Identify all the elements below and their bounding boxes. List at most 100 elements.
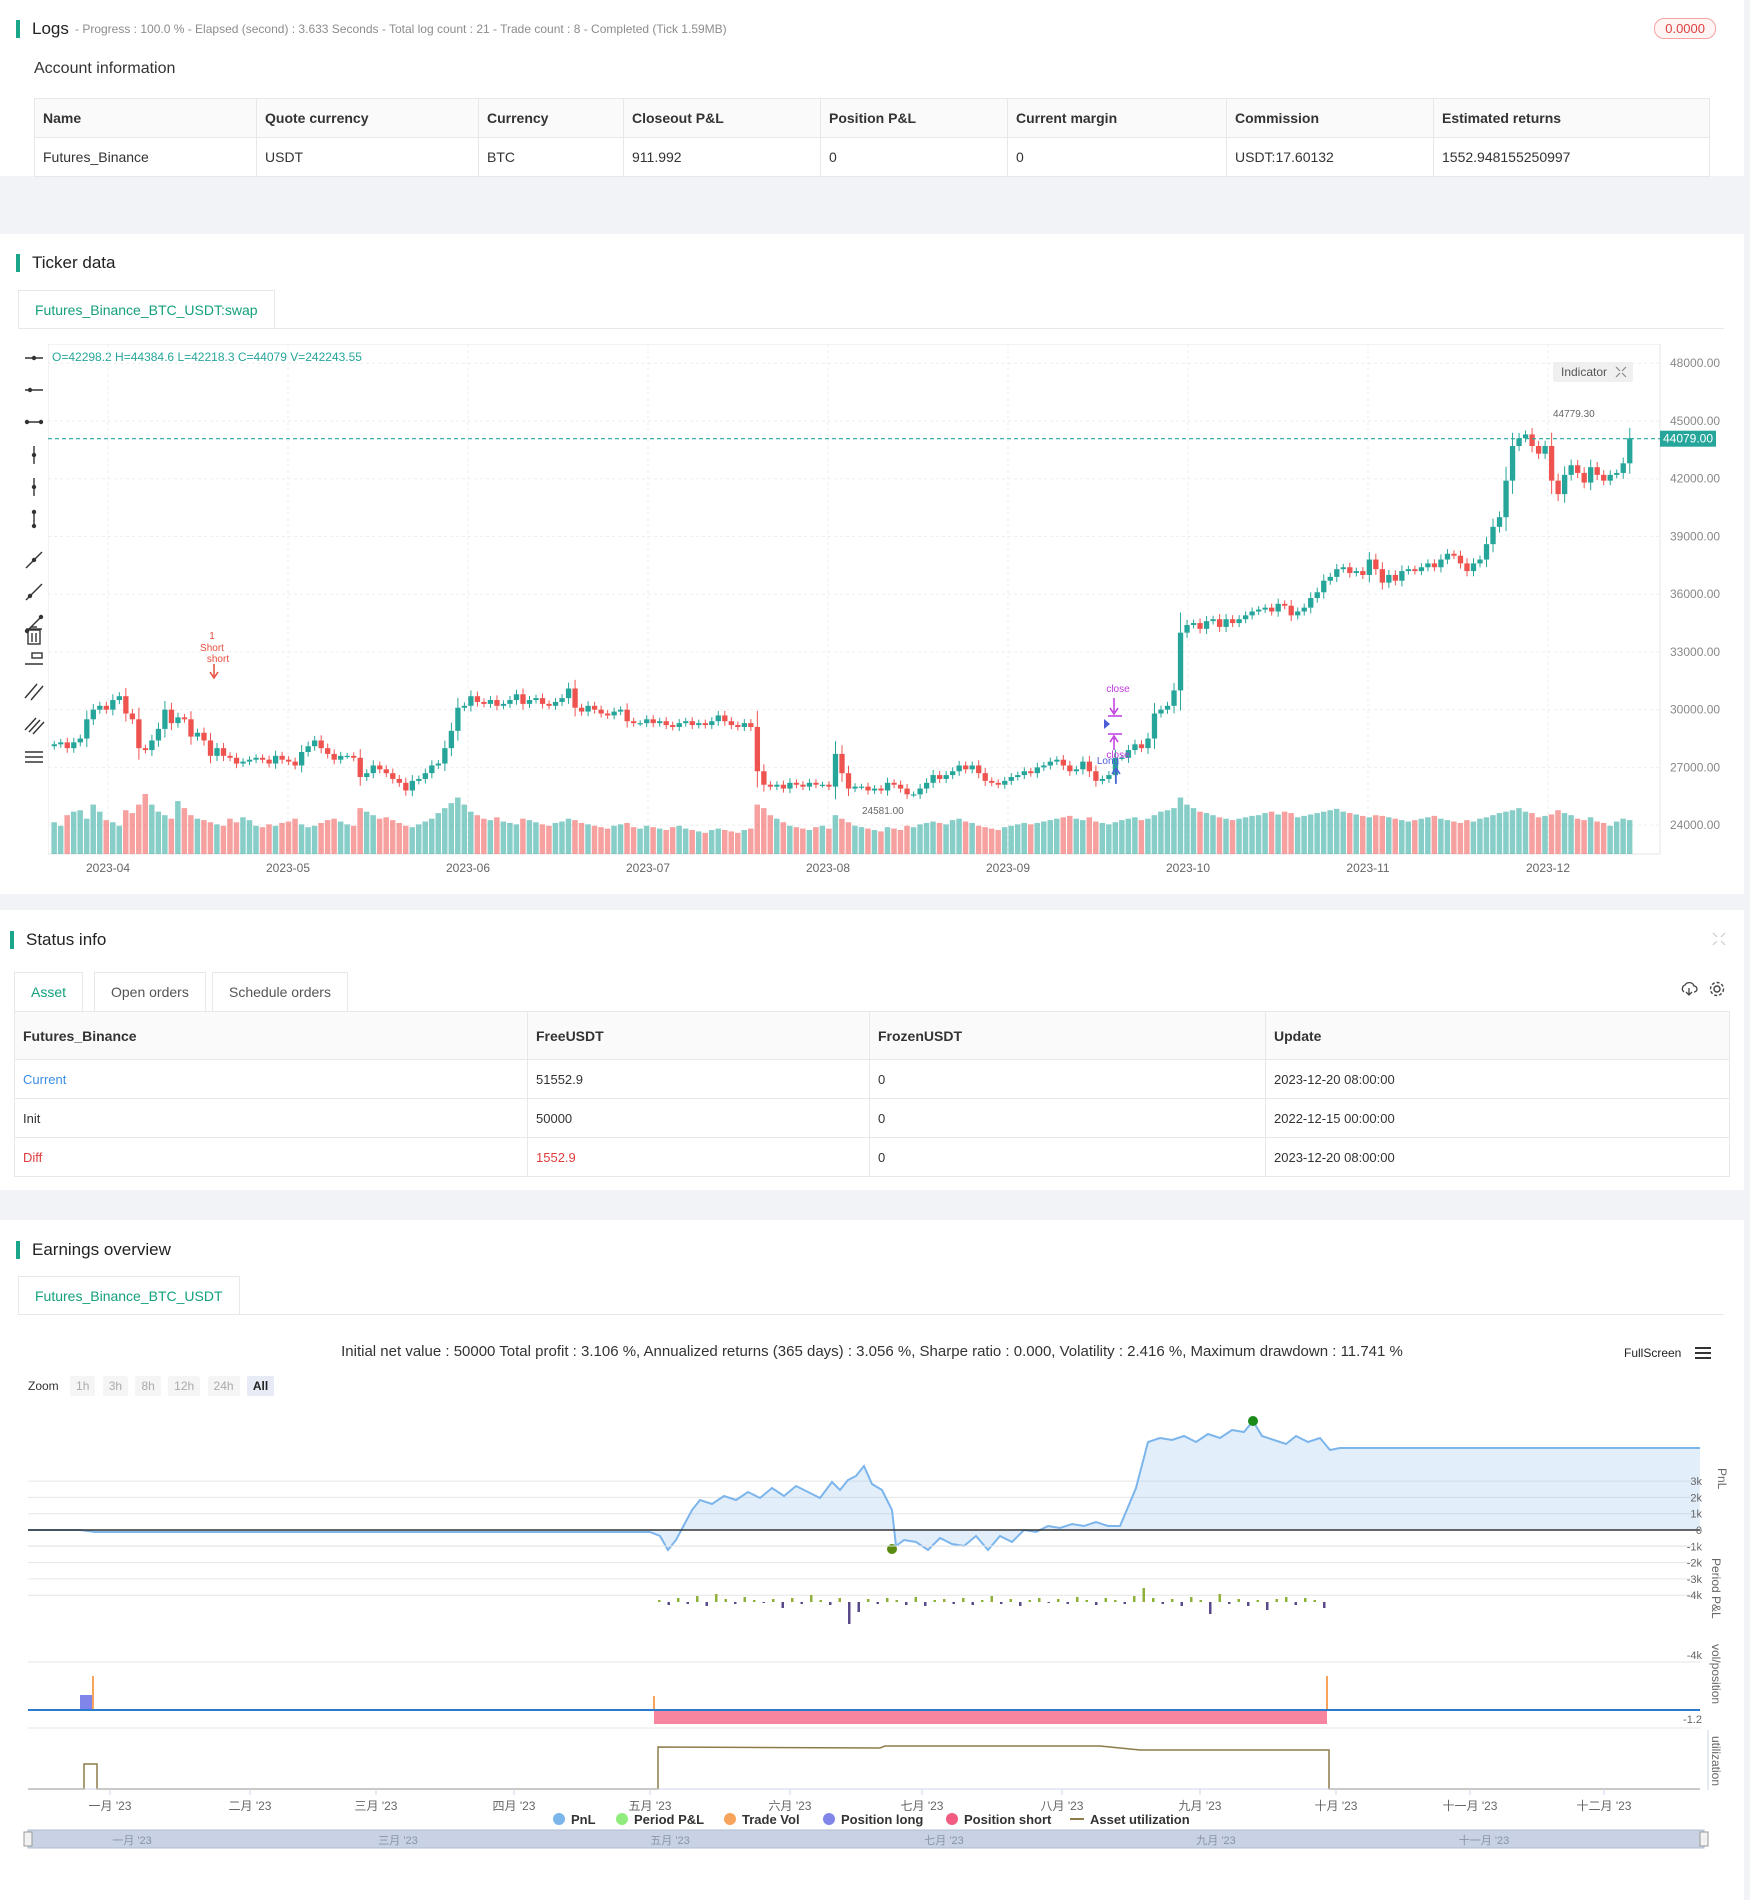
volume-bar <box>975 825 982 854</box>
candle <box>930 775 936 783</box>
volume-bar <box>474 815 481 854</box>
period-pnl-bar <box>829 1602 832 1605</box>
candle <box>839 753 845 774</box>
volume-bar <box>761 808 767 854</box>
candle <box>1483 544 1490 560</box>
trend-line-icon[interactable] <box>25 551 43 569</box>
zoom-all[interactable]: All <box>246 1376 275 1396</box>
volume-bar <box>682 828 689 854</box>
pnl-tick-label: -4k <box>1687 1590 1703 1602</box>
navigator-handle-right[interactable] <box>1699 1831 1709 1847</box>
period-pnl-bar <box>971 1602 974 1605</box>
collapse-icon[interactable] <box>1712 932 1726 946</box>
candle <box>591 705 598 710</box>
tab-ticker-symbol[interactable]: Futures_Binance_BTC_USDT:swap <box>18 290 275 329</box>
parallel-channel-icon[interactable] <box>24 683 44 701</box>
price-label-icon[interactable] <box>25 652 43 665</box>
vertical-segment-icon[interactable] <box>31 509 37 529</box>
zoom-8h[interactable]: 8h <box>135 1376 161 1396</box>
current-free: 51552.9 <box>527 1059 870 1099</box>
candle <box>1360 571 1366 575</box>
legend-marker-icon <box>823 1813 835 1825</box>
candle <box>51 744 57 747</box>
volume-bar <box>455 797 461 854</box>
download-icon[interactable] <box>1680 980 1698 998</box>
candle <box>526 700 533 704</box>
period-pnl-bar <box>886 1598 889 1602</box>
trash-icon[interactable] <box>22 624 46 646</box>
expand-icon[interactable] <box>1615 366 1627 378</box>
tab-schedule-orders[interactable]: Schedule orders <box>212 972 348 1011</box>
period-pnl-bar <box>1066 1602 1069 1604</box>
indicator-button[interactable]: Indicator <box>1553 362 1634 382</box>
candle <box>64 742 70 749</box>
ray-icon[interactable] <box>25 583 43 601</box>
asset-row-current: Current 51552.9 0 2023-12-20 08:00:00 <box>14 1059 1730 1099</box>
horizontal-line-icon[interactable] <box>25 355 43 361</box>
volume-bar <box>559 821 565 854</box>
volume-bar <box>591 825 598 854</box>
volume-bar <box>1262 813 1268 854</box>
candle <box>110 700 116 710</box>
navigator[interactable] <box>27 1829 1705 1849</box>
candle <box>1197 623 1203 629</box>
candle <box>735 725 741 727</box>
candle <box>1060 759 1067 766</box>
volume-bar <box>819 825 826 854</box>
extended-line-icon[interactable] <box>24 419 44 425</box>
legend-item[interactable]: Position short <box>946 1812 1051 1827</box>
volume-bar <box>1158 811 1164 854</box>
volume-bar <box>1281 811 1288 854</box>
cell-closeout-pnl: 911.992 <box>623 137 821 177</box>
cell-quote-currency: USDT <box>256 137 479 177</box>
candle <box>969 765 975 770</box>
legend-item[interactable]: Trade Vol <box>724 1812 800 1827</box>
legend-item[interactable]: Position long <box>823 1812 923 1827</box>
volume-bar <box>754 804 761 854</box>
settings-icon[interactable] <box>1708 980 1726 998</box>
volume-bar <box>904 825 910 854</box>
short-count: 1 <box>209 631 215 642</box>
tab-open-orders[interactable]: Open orders <box>94 972 206 1011</box>
legend-item[interactable]: Asset utilization <box>1070 1812 1190 1827</box>
zoom-12h[interactable]: 12h <box>168 1376 201 1396</box>
menu-icon[interactable] <box>1694 1346 1712 1360</box>
volume-bar <box>1561 813 1568 854</box>
cell-currency: BTC <box>478 137 624 177</box>
candle <box>377 765 383 770</box>
zoom-1h[interactable]: 1h <box>70 1376 96 1396</box>
volume-bar <box>201 820 207 854</box>
volume-bar <box>891 828 897 854</box>
candle <box>298 752 305 766</box>
tab-earnings-symbol[interactable]: Futures_Binance_BTC_USDT <box>18 1276 240 1315</box>
candle <box>826 784 832 787</box>
horizontal-ray-icon[interactable] <box>25 387 43 393</box>
zoom-3h[interactable]: 3h <box>102 1376 129 1396</box>
volume-bar <box>552 822 559 854</box>
earnings-chart[interactable]: 3k 2k 1k 0 -1k -2k -3k -4k PnL -4k Period P&L -… <box>0 1400 1744 1900</box>
legend-item[interactable]: Period P&L <box>616 1812 704 1827</box>
volume-bar <box>780 822 787 854</box>
volume-bar <box>878 831 884 854</box>
pnl-tick-label: -3k <box>1687 1574 1703 1586</box>
vertical-ray-icon[interactable] <box>31 478 37 496</box>
fib-levels-icon[interactable] <box>25 751 43 763</box>
navigator-handle-left[interactable] <box>23 1831 33 1847</box>
volume-bar <box>988 828 995 854</box>
period-tick: -4k <box>1687 1650 1703 1662</box>
volume-bar <box>774 818 780 854</box>
tab-asset[interactable]: Asset <box>14 972 84 1011</box>
zoom-24h[interactable]: 24h <box>207 1376 240 1396</box>
candle <box>1145 738 1151 749</box>
drawing-toolbar[interactable] <box>22 350 46 770</box>
fib-lines-icon[interactable] <box>24 717 45 735</box>
candlestick-chart[interactable]: 48000.00 45000.00 42000.00 39000.00 36000.00… <box>48 344 1728 884</box>
volume-bar <box>852 825 858 854</box>
volume-bar <box>259 827 266 854</box>
utilization-line <box>28 1745 1700 1790</box>
volume-bar <box>448 803 455 854</box>
legend-marker-icon <box>946 1813 958 1825</box>
vertical-line-icon[interactable] <box>31 446 37 464</box>
legend-item[interactable]: PnL <box>553 1812 596 1827</box>
fullscreen-button[interactable]: FullScreen <box>1624 1346 1681 1360</box>
